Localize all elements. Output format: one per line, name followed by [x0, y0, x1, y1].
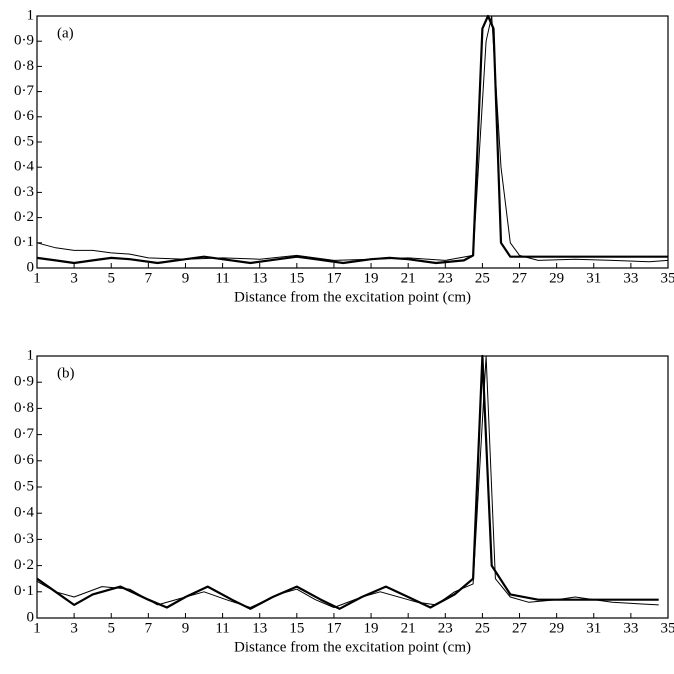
y-tick-label: 0·4: [14, 159, 34, 175]
y-tick-label: 0: [27, 259, 35, 275]
x-tick-label: 5: [107, 270, 115, 286]
y-tick-label: 0·5: [14, 478, 34, 494]
x-tick-label: 35: [661, 620, 674, 636]
x-tick-label: 15: [289, 620, 304, 636]
y-tick-label: 0·9: [14, 33, 34, 49]
y-tick-label: 0·1: [14, 583, 34, 599]
x-tick-label: 35: [661, 270, 674, 286]
x-tick-label: 17: [326, 270, 342, 286]
plot-frame: [36, 355, 669, 619]
plot-frame: [36, 15, 669, 269]
x-tick-label: 23: [438, 620, 453, 636]
x-tick-label: 31: [586, 270, 601, 286]
x-tick-label: 1: [33, 620, 41, 636]
x-tick-label: 29: [549, 620, 564, 636]
y-tick-label: 0·3: [14, 531, 34, 547]
panel-label: (a): [57, 25, 74, 41]
x-tick-label: 3: [70, 620, 78, 636]
panel-label: (b): [57, 365, 75, 381]
x-tick-label: 33: [623, 620, 638, 636]
x-tick-label: 27: [512, 270, 528, 286]
y-tick-label: 1: [27, 347, 35, 363]
y-tick-label: 0·2: [14, 557, 34, 573]
x-axis-label: Distance from the excitation point (cm): [234, 639, 471, 655]
data-line: [36, 355, 659, 608]
data-line: [36, 14, 668, 265]
x-tick-label: 21: [401, 620, 416, 636]
y-tick-label: 0·6: [14, 108, 34, 124]
x-tick-label: 5: [107, 620, 115, 636]
y-tick-label: 0·7: [14, 83, 34, 99]
y-tick-label: 0·6: [14, 452, 34, 468]
x-tick-label: 11: [215, 620, 229, 636]
x-tick-label: 13: [252, 270, 267, 286]
x-tick-label: 3: [70, 270, 78, 286]
x-tick-label: 9: [182, 270, 190, 286]
y-tick-label: 0·2: [14, 209, 34, 225]
x-tick-label: 15: [289, 270, 304, 286]
x-tick-label: 25: [475, 270, 490, 286]
x-tick-label: 21: [401, 270, 416, 286]
x-tick-label: 9: [182, 620, 190, 636]
x-tick-label: 33: [623, 270, 638, 286]
x-tick-label: 25: [475, 620, 490, 636]
x-tick-label: 17: [326, 620, 342, 636]
y-tick-label: 0: [27, 609, 35, 625]
y-tick-label: 0·8: [14, 400, 34, 416]
y-tick-label: 0·4: [14, 505, 34, 521]
x-tick-label: 23: [438, 270, 453, 286]
y-tick-label: 0·9: [14, 374, 34, 390]
x-tick-label: 31: [586, 620, 601, 636]
x-tick-label: 7: [145, 270, 153, 286]
x-axis-label: Distance from the excitation point (cm): [234, 289, 471, 305]
y-tick-label: 0·7: [14, 426, 34, 442]
x-tick-label: 29: [549, 270, 564, 286]
data-line: [36, 15, 669, 263]
x-tick-label: 11: [215, 270, 229, 286]
y-tick-label: 0·1: [14, 234, 34, 250]
x-tick-label: 13: [252, 620, 267, 636]
y-tick-label: 0·5: [14, 133, 34, 149]
x-tick-label: 27: [512, 620, 528, 636]
x-tick-label: 7: [145, 620, 153, 636]
x-tick-label: 19: [364, 270, 379, 286]
y-tick-label: 1: [27, 7, 35, 23]
y-tick-label: 0·8: [14, 58, 34, 74]
y-tick-label: 0·3: [14, 184, 34, 200]
data-line: [36, 354, 659, 610]
x-tick-label: 19: [364, 620, 379, 636]
x-tick-label: 1: [33, 270, 41, 286]
